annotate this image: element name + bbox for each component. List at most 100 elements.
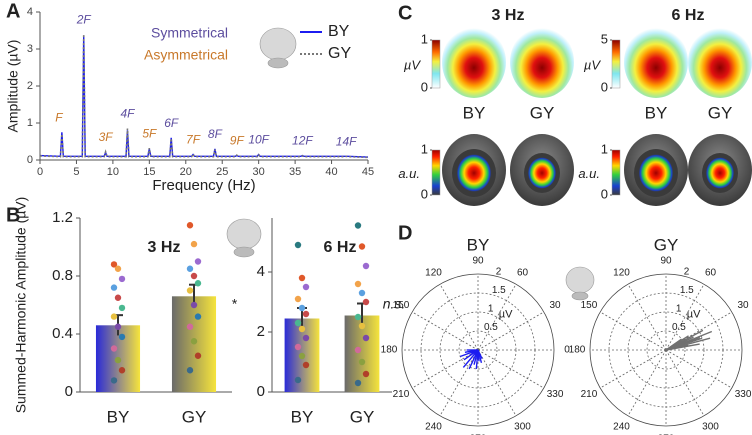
topomap (702, 153, 738, 193)
y-tick-label: 0 (65, 383, 73, 400)
subject-point (294, 376, 302, 384)
x-tick-label: 30 (253, 166, 265, 178)
subject-point (186, 265, 194, 272)
chart-title: GY (654, 235, 679, 254)
angle-tick-label: 90 (660, 256, 672, 267)
subject-point (354, 346, 362, 354)
colorbar-tick-label: 0 (421, 79, 428, 94)
colorbar-tick-label: 1 (601, 141, 608, 156)
y-tick-label: 0.8 (52, 267, 73, 284)
phase-vector (665, 338, 682, 351)
subject-point (302, 361, 310, 369)
subject-point (354, 313, 362, 321)
subject-point (302, 334, 310, 342)
colorbar-tick-label: 0 (421, 186, 428, 201)
angular-grid (599, 349, 667, 389)
angle-tick-label: 0 (564, 345, 570, 356)
angular-grid (477, 283, 517, 351)
colorbar-tick-label: 1 (421, 141, 428, 156)
angular-grid (665, 349, 705, 417)
harmonic-label: F (55, 110, 63, 124)
subject-point (354, 379, 362, 387)
radial-grid (458, 330, 498, 370)
radial-tick-label: 1 (676, 303, 682, 314)
head-icon (565, 266, 595, 301)
subject-point (194, 313, 202, 320)
angular-grid (627, 349, 667, 417)
y-axis-label: Summed-Harmonic Amplitude (µV) (13, 197, 29, 414)
subject-point (362, 334, 370, 342)
harmonic-label: 6F (164, 116, 179, 130)
note: Asymmetrical (144, 47, 228, 63)
colorbar (431, 149, 441, 196)
angle-tick-label: 300 (514, 422, 531, 433)
panel-label: B (6, 204, 20, 226)
annotation: * (231, 296, 237, 312)
annotation: n.s. (383, 296, 406, 312)
panel-label: A (6, 0, 20, 22)
subject-point (118, 367, 126, 374)
angular-grid (665, 349, 733, 389)
y-axis-label: Amplitude (µV) (5, 40, 21, 133)
subject-point (110, 284, 118, 291)
angle-tick-label: 180 (569, 345, 586, 356)
angle-tick-label: 120 (613, 268, 630, 279)
topomap (452, 149, 496, 197)
harmonic-label: 9F (230, 133, 245, 147)
subject-point (110, 345, 118, 352)
subject-point (110, 261, 118, 268)
subject-point (302, 310, 310, 318)
subject-point (194, 258, 202, 265)
chart-title: BY (467, 235, 490, 254)
angular-grid (599, 311, 667, 351)
subject-point (358, 358, 366, 366)
x-tick-label: GY (350, 407, 375, 426)
subject-point (298, 325, 306, 333)
y-tick-label: 1 (27, 117, 33, 129)
head-icon (259, 27, 297, 69)
harmonic-label: 3F (99, 130, 114, 144)
subject-point (118, 304, 126, 312)
topomap (688, 26, 752, 98)
radial-grid (401, 273, 555, 427)
harmonic-label: 5F (142, 126, 157, 140)
angle-tick-label: 240 (425, 422, 442, 433)
angle-tick-label: 330 (547, 389, 564, 400)
topomap (442, 26, 506, 98)
subject-point (362, 262, 370, 270)
radial-unit: µV (687, 309, 701, 321)
condition-label: GY (530, 103, 555, 122)
subject-point (186, 367, 194, 374)
y-tick-label: 4 (257, 263, 265, 280)
subject-point (358, 243, 366, 250)
subject-point (298, 352, 306, 360)
condition-label: BY (463, 103, 486, 122)
x-tick-label: 0 (37, 166, 43, 178)
subject-point (294, 319, 302, 327)
condition-label: GY (708, 103, 733, 122)
colorbar (431, 39, 441, 89)
subject-point (362, 370, 370, 378)
x-axis-label: Frequency (Hz) (152, 177, 255, 194)
y-tick-label: 2 (27, 80, 33, 92)
angle-tick-label: 240 (613, 422, 630, 433)
colorbar-tick-label: 0 (601, 79, 608, 94)
angular-grid (477, 311, 545, 351)
angle-tick-label: 210 (393, 389, 410, 400)
x-tick-label: BY (107, 407, 130, 426)
panel-label: C (398, 2, 412, 24)
topomap (524, 153, 560, 193)
legend-label: BY (328, 23, 350, 40)
angle-tick-label: 300 (702, 422, 719, 433)
harmonic-label: 10F (248, 133, 269, 147)
x-tick-label: 15 (143, 166, 155, 178)
harmonic-label: 7F (186, 132, 201, 146)
column-title: 3 Hz (492, 7, 525, 24)
angle-tick-label: 60 (517, 268, 529, 279)
radial-grid (646, 330, 686, 370)
angle-tick-label: 270 (470, 434, 487, 435)
subject-point (190, 301, 198, 309)
subject-point (190, 240, 198, 248)
harmonic-label: 8F (208, 127, 223, 141)
